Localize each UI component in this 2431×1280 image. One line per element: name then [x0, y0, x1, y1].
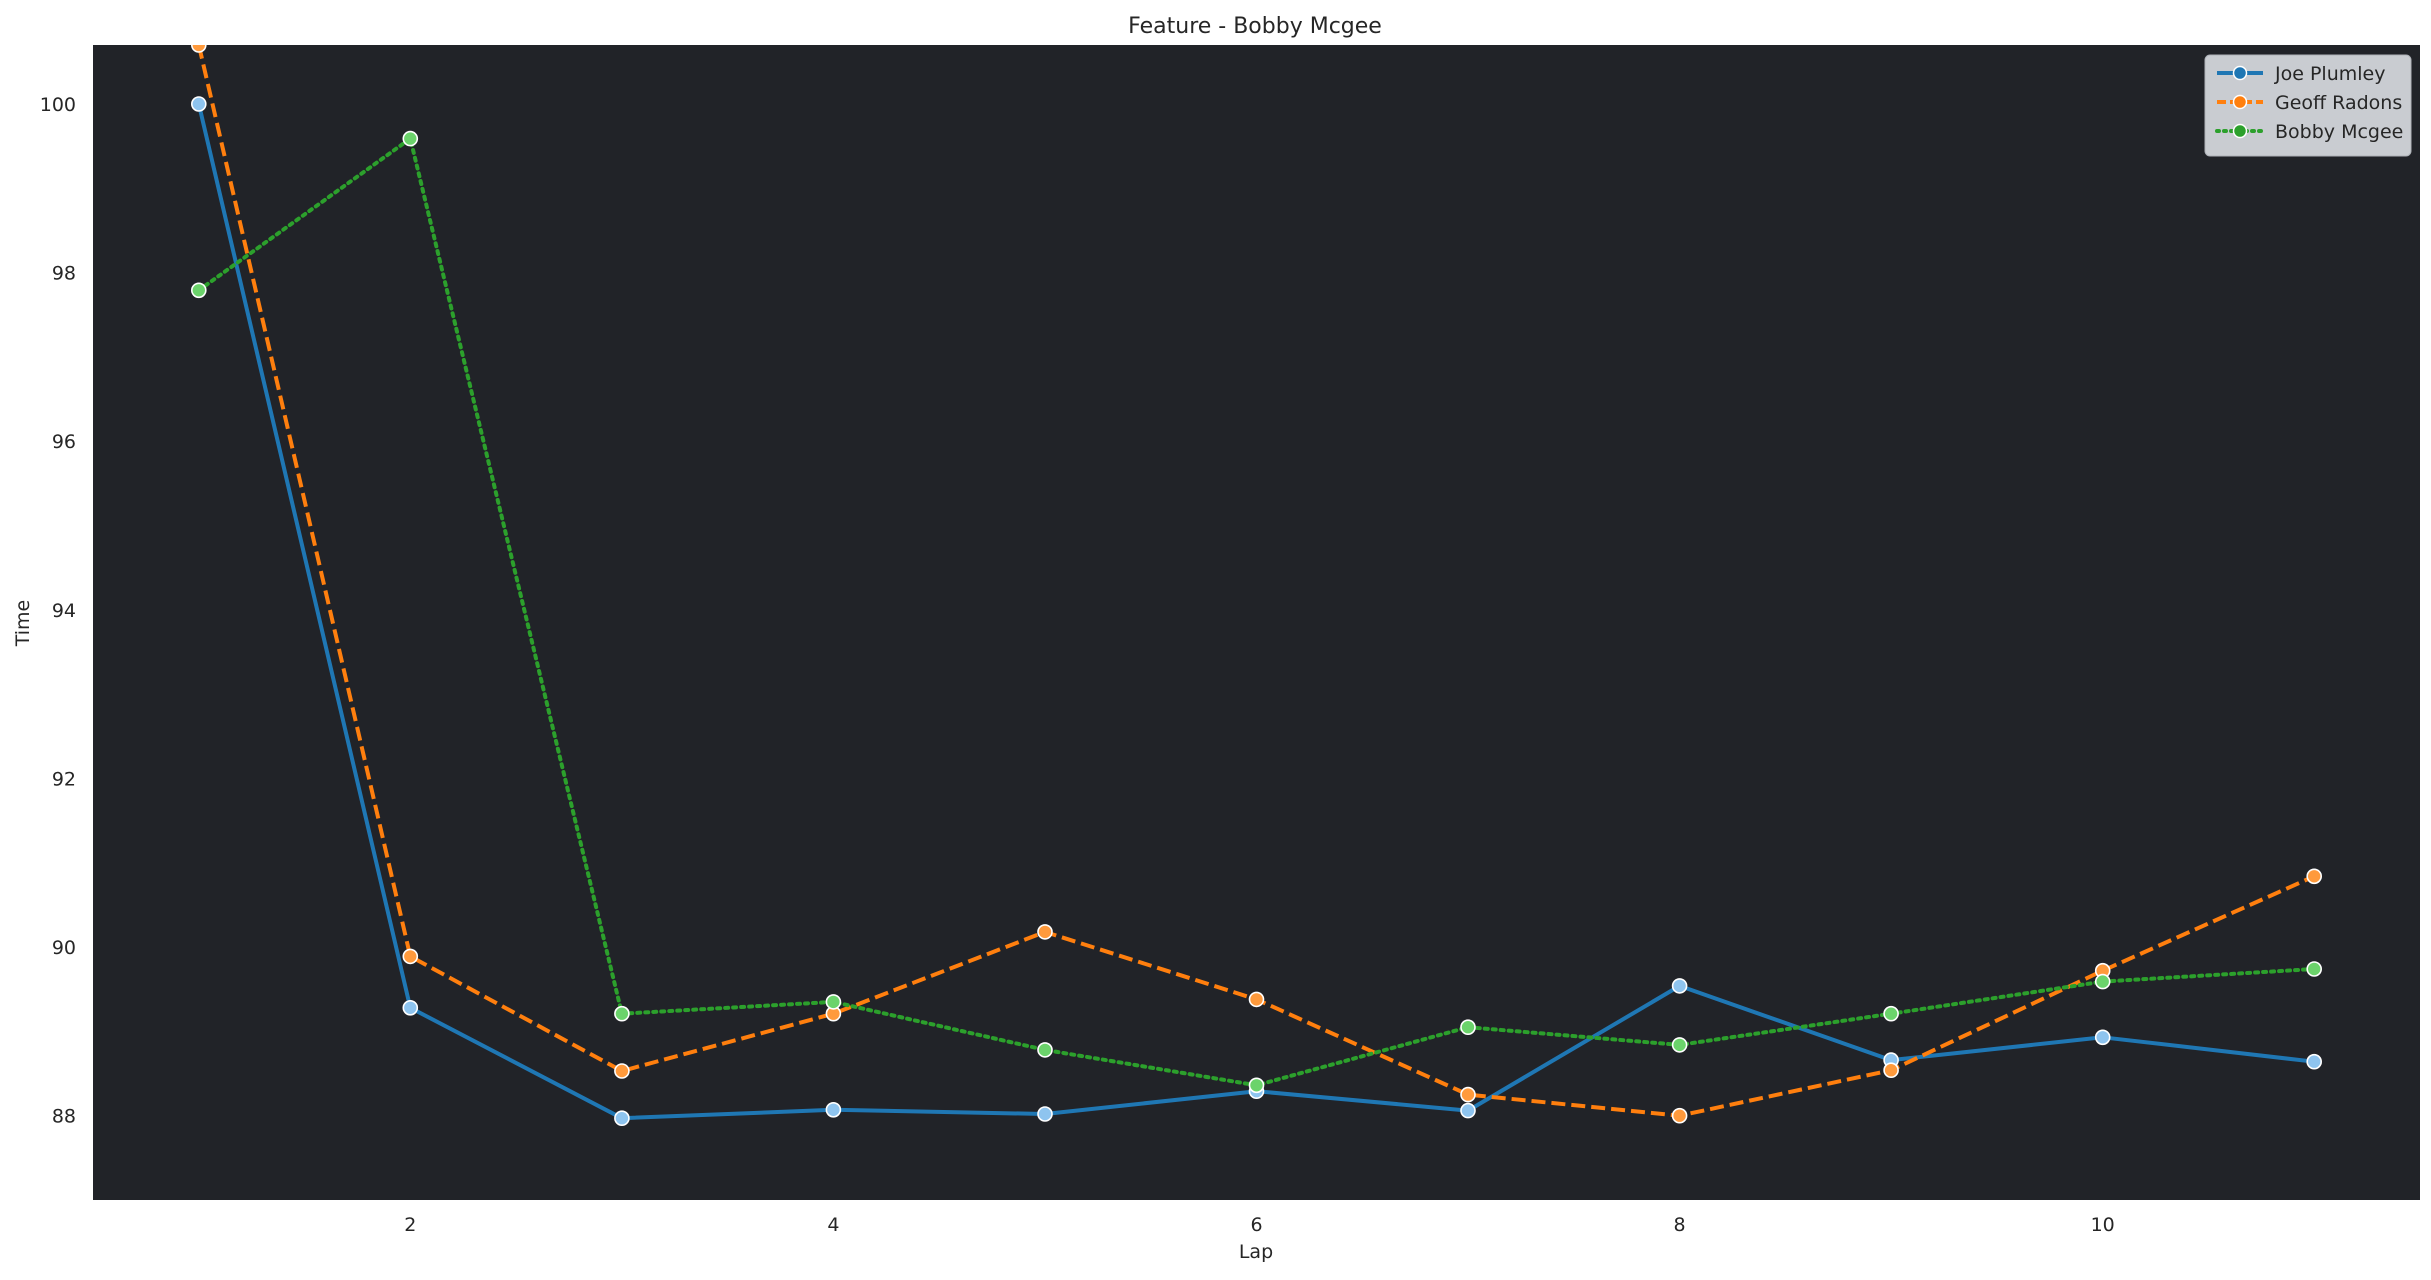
data-point-geoff-radons-8 [1671, 1107, 1688, 1124]
legend-label-bobby-mcgee: Bobby Mcgee [2275, 121, 2403, 143]
data-point-geoff-radons-6 [1248, 991, 1265, 1008]
data-point-bobby-mcgee-5 [1037, 1042, 1053, 1058]
x-tick-label-2: 2 [404, 1214, 416, 1236]
data-point-bobby-mcgee-1 [191, 282, 207, 299]
y-axis-ticks: 88 90 92 94 96 98 100 [40, 94, 76, 1128]
data-point-bobby-mcgee-3 [614, 1005, 630, 1022]
data-point-bobby-mcgee-7 [1460, 1019, 1476, 1035]
x-tick-label-10: 10 [2091, 1214, 2115, 1236]
chart-title: Feature - Bobby Mcgee [1128, 14, 1382, 39]
y-tick-label-96: 96 [52, 431, 76, 453]
y-tick-label-88: 88 [52, 1106, 76, 1128]
data-point-joe-plumley-3 [614, 1110, 630, 1126]
data-point-bobby-mcgee-11 [2306, 961, 2322, 977]
data-point-joe-plumley-1 [191, 96, 207, 112]
data-point-joe-plumley-8 [1671, 978, 1688, 994]
y-tick-label-92: 92 [52, 769, 76, 791]
x-axis-ticks: 2 4 6 8 10 [404, 1214, 2115, 1236]
data-point-joe-plumley-2 [402, 999, 419, 1016]
y-tick-label-98: 98 [52, 263, 76, 285]
data-point-bobby-mcgee-9 [1883, 1005, 1899, 1022]
data-point-geoff-radons-2 [402, 948, 419, 965]
data-point-joe-plumley-10 [2094, 1029, 2111, 1046]
y-tick-label-100: 100 [40, 94, 76, 116]
plot-area [93, 45, 2420, 1200]
data-point-geoff-radons-3 [614, 1063, 630, 1079]
data-point-geoff-radons-7 [1460, 1086, 1476, 1103]
y-tick-label-94: 94 [52, 600, 76, 622]
data-point-joe-plumley-4 [825, 1102, 842, 1118]
data-point-geoff-radons-5 [1037, 924, 1053, 940]
data-point-geoff-radons-11 [2306, 868, 2322, 885]
x-tick-label-4: 4 [827, 1214, 839, 1236]
legend-box [2204, 54, 2412, 157]
data-point-joe-plumley-7 [1460, 1102, 1476, 1119]
legend-label-geoff-radons: Geoff Radons [2275, 92, 2402, 114]
y-axis-label: Time [12, 600, 34, 648]
legend-marker-geoff-radons [2232, 94, 2248, 110]
data-point-bobby-mcgee-10 [2094, 973, 2111, 990]
y-tick-label-90: 90 [52, 937, 76, 959]
data-point-joe-plumley-11 [2306, 1053, 2322, 1070]
data-point-geoff-radons-1 [191, 45, 207, 53]
data-point-joe-plumley-5 [1037, 1106, 1053, 1122]
legend-marker-joe-plumley [2232, 65, 2248, 81]
data-point-bobby-mcgee-4 [825, 994, 842, 1010]
legend-label-joe-plumley: Joe Plumley [2274, 63, 2385, 85]
legend-marker-bobby-mcgee [2232, 123, 2248, 139]
x-tick-label-8: 8 [1674, 1214, 1686, 1236]
data-point-bobby-mcgee-6 [1248, 1077, 1265, 1094]
data-point-bobby-mcgee-2 [402, 130, 419, 147]
data-point-bobby-mcgee-8 [1671, 1037, 1688, 1053]
data-point-geoff-radons-9 [1883, 1062, 1899, 1078]
x-axis-label: Lap [1239, 1241, 1273, 1263]
x-tick-label-6: 6 [1250, 1214, 1262, 1236]
legend: Joe Plumley Geoff Radons Bobby Mcgee [2204, 54, 2412, 157]
